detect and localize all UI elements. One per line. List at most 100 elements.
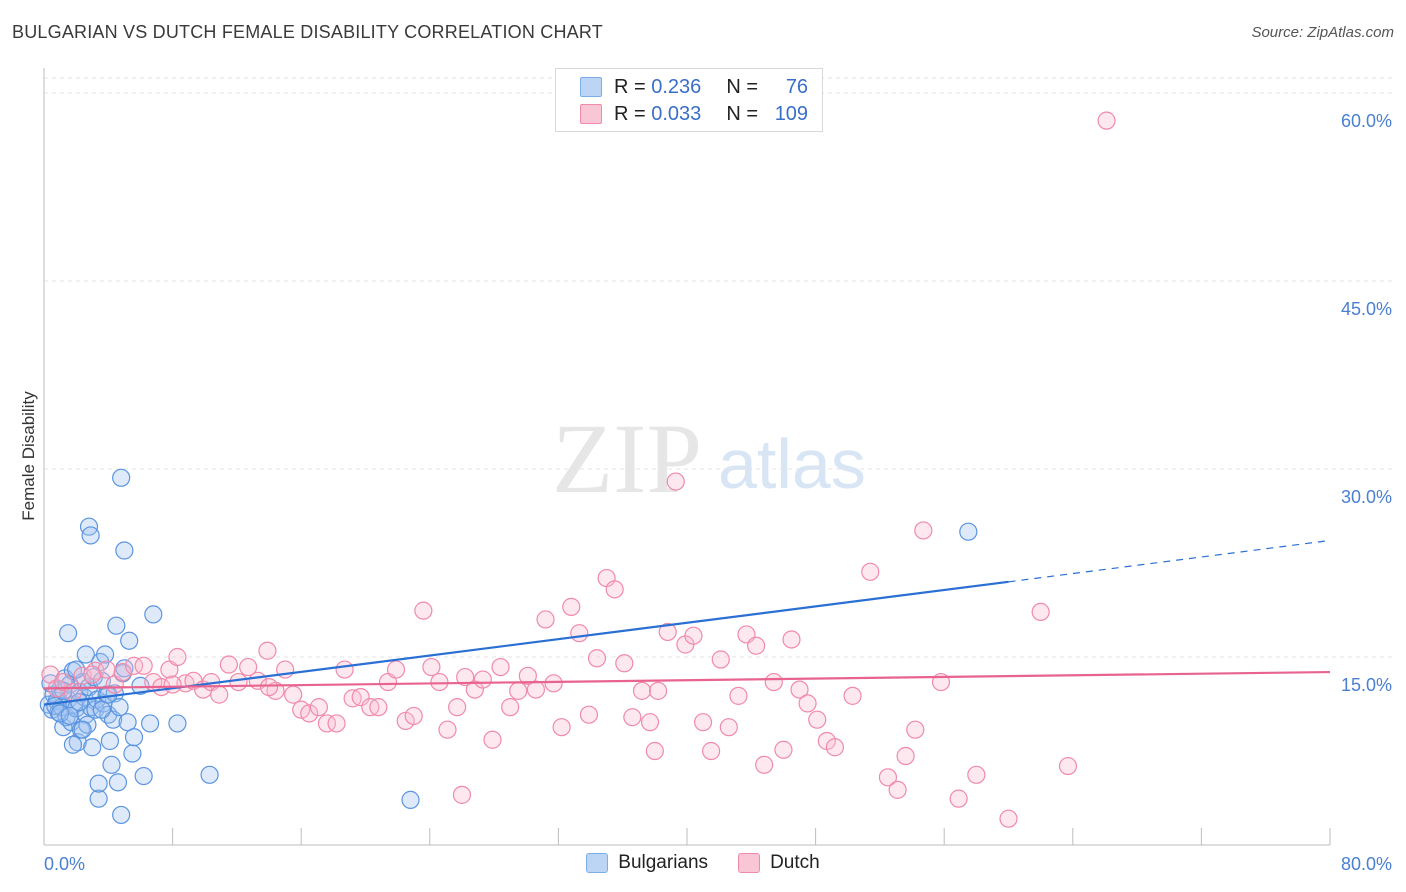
point-bulgarians: [107, 616, 126, 635]
point-bulgarians: [112, 805, 131, 825]
point-dutch: [693, 713, 713, 732]
point-dutch: [438, 720, 457, 739]
point-bulgarians: [120, 631, 139, 650]
point-dutch: [219, 655, 238, 674]
point-dutch: [369, 698, 388, 717]
gridlines: [44, 77, 1392, 658]
legend-row-dutch: R = 0.033 N = 109: [580, 101, 808, 127]
point-dutch: [259, 677, 279, 697]
point-dutch: [587, 649, 607, 668]
point-dutch: [414, 601, 433, 620]
legend-swatch-dutch: [738, 853, 761, 873]
point-bulgarians: [95, 645, 115, 664]
point-dutch: [562, 597, 581, 616]
point-dutch: [878, 768, 898, 787]
point-bulgarians: [112, 468, 131, 487]
point-dutch: [509, 681, 528, 700]
point-bulgarians: [89, 774, 108, 793]
point-dutch: [210, 685, 229, 704]
point-bulgarians: [959, 522, 978, 541]
point-bulgarians: [108, 773, 128, 792]
point-dutch: [448, 698, 467, 717]
point-dutch: [536, 610, 555, 629]
y-axis-label: Female Disability: [19, 391, 38, 521]
series-legend: Bulgarians Dutch: [0, 852, 1406, 874]
point-dutch: [63, 683, 83, 702]
point-dutch: [747, 636, 766, 655]
point-dutch: [1097, 111, 1116, 130]
legend-r-label: R =: [614, 75, 646, 98]
point-dutch: [702, 741, 721, 761]
legend-r-value: 0.033: [651, 102, 702, 125]
point-dutch: [386, 660, 406, 679]
point-bulgarians: [123, 744, 142, 763]
point-dutch: [729, 686, 748, 705]
point-bulgarians: [124, 728, 144, 747]
point-dutch: [684, 626, 703, 645]
point-dutch: [605, 580, 624, 599]
point-dutch: [666, 472, 685, 491]
chart-title: BULGARIAN VS DUTCH FEMALE DISABILITY COR…: [12, 22, 603, 42]
point-dutch: [229, 672, 248, 692]
point-dutch: [456, 667, 475, 687]
point-bulgarians: [200, 765, 219, 784]
legend-item-dutch[interactable]: Dutch: [738, 852, 820, 874]
point-dutch: [579, 705, 599, 724]
point-dutch: [526, 680, 545, 699]
point-bulgarians: [92, 700, 111, 719]
watermark: ZIP atlas: [552, 403, 866, 514]
point-dutch: [134, 656, 153, 675]
point-dutch: [825, 738, 844, 757]
point-dutch: [501, 698, 520, 717]
point-dutch: [300, 704, 319, 723]
point-dutch: [843, 686, 862, 705]
point-dutch: [83, 665, 102, 684]
point-dutch: [239, 657, 258, 677]
point-dutch: [124, 656, 144, 675]
point-dutch: [645, 741, 664, 761]
point-dutch: [1031, 602, 1050, 622]
point-dutch: [632, 681, 652, 700]
trend-extension-bulgarians: [1008, 539, 1331, 583]
point-dutch: [544, 674, 563, 693]
legend-swatch-bulgarians: [586, 853, 609, 873]
legend-label-bulgarians: Bulgarians: [618, 852, 709, 873]
point-bulgarians: [115, 541, 134, 560]
point-dutch: [711, 650, 730, 669]
legend-r-value: 0.236: [651, 75, 702, 98]
point-dutch: [552, 718, 571, 737]
point-bulgarians: [83, 738, 102, 757]
y-tick-label: 30.0%: [1341, 487, 1392, 507]
point-dutch: [518, 666, 537, 685]
point-bulgarians: [118, 713, 137, 732]
legend-label-dutch: Dutch: [770, 852, 820, 873]
point-dutch: [422, 657, 441, 677]
point-dutch: [896, 746, 915, 766]
point-dutch: [999, 809, 1018, 828]
point-dutch: [782, 630, 801, 649]
point-bulgarians: [73, 720, 92, 739]
trend-line-bulgarians: [43, 580, 1009, 706]
x-tick-label-min: 0.0%: [44, 854, 85, 874]
point-dutch: [764, 672, 783, 692]
point-dutch: [430, 672, 449, 692]
point-bulgarians: [110, 698, 129, 717]
point-dutch: [452, 785, 472, 804]
point-bulgarians: [144, 605, 163, 624]
x-tick-label-max: 80.0%: [1341, 854, 1392, 874]
legend-item-bulgarians[interactable]: Bulgarians: [586, 852, 708, 874]
point-dutch: [113, 662, 132, 682]
y-tick-labels: 15.0% 30.0% 45.0% 60.0%: [1341, 111, 1392, 695]
point-dutch: [888, 780, 907, 799]
point-dutch: [790, 680, 809, 699]
point-bulgarians: [59, 624, 78, 643]
point-bulgarians: [89, 789, 108, 808]
point-bulgarians: [140, 714, 160, 733]
point-dutch: [163, 675, 182, 694]
point-dutch: [309, 698, 328, 717]
point-dutch: [906, 720, 925, 739]
point-dutch: [570, 624, 589, 643]
legend-n-value: 76: [785, 75, 809, 98]
trend-line-dutch: [43, 670, 1331, 690]
